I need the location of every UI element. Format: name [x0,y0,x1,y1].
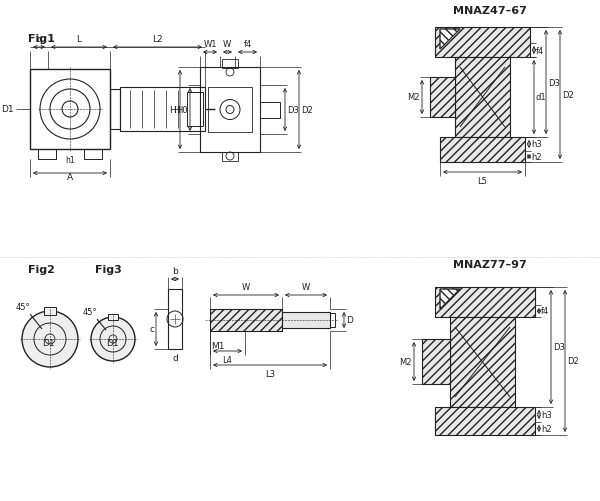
Bar [435,28,530,58]
Bar [450,317,515,407]
Bar [435,288,535,317]
Bar [84,150,102,160]
Bar [222,60,238,69]
Text: M2: M2 [407,93,420,102]
Bar [208,88,252,133]
Text: D3: D3 [548,78,560,87]
Text: H: H [173,106,180,115]
Circle shape [91,317,135,361]
Text: f4: f4 [536,47,544,56]
Text: D2: D2 [301,106,313,115]
Text: d: d [172,353,178,362]
Text: d1: d1 [536,93,547,102]
Bar [455,58,510,138]
Bar [210,310,282,331]
Bar [200,68,260,153]
Text: W: W [223,40,231,49]
Bar [260,102,280,118]
Bar [187,93,203,127]
Text: L4: L4 [223,355,232,364]
Bar [440,138,525,163]
Bar [110,90,120,130]
Text: Fig3: Fig3 [95,265,122,275]
Bar [430,78,455,118]
Polygon shape [440,290,460,310]
Bar [282,313,330,328]
Text: W1: W1 [203,40,217,49]
Bar [330,313,335,327]
Bar [44,308,56,315]
Text: M1: M1 [211,341,225,350]
Text: c: c [149,325,154,334]
Bar [450,317,515,407]
Text: L2: L2 [152,35,163,44]
Text: L5: L5 [478,177,487,186]
Text: f4: f4 [244,40,252,49]
Text: MNAZ47–67: MNAZ47–67 [453,6,527,16]
Bar [120,88,205,132]
Text: W: W [302,283,310,292]
Text: Fig1: Fig1 [28,34,55,44]
Text: D2: D2 [562,91,574,100]
Text: D1: D1 [41,339,55,348]
Bar [422,339,450,384]
Bar [435,407,535,435]
Bar [422,339,450,384]
Text: W: W [242,283,250,292]
Text: f4: f4 [541,307,549,316]
Text: D: D [346,316,353,325]
Bar [38,150,56,160]
Text: h3: h3 [531,140,542,149]
Circle shape [22,312,78,367]
Polygon shape [440,30,460,50]
Bar [168,290,182,349]
Text: M2: M2 [400,357,412,366]
Text: b: b [172,267,178,276]
Text: h2: h2 [541,424,551,433]
Text: 45°: 45° [83,308,98,316]
Bar [222,153,238,162]
Text: H: H [169,106,176,115]
Text: D2: D2 [567,357,579,366]
Text: Fig2: Fig2 [28,265,55,275]
Text: h1: h1 [65,156,75,165]
Bar [455,58,510,138]
Bar [430,78,455,118]
Bar [435,28,530,58]
Text: h3: h3 [541,410,552,419]
Bar [440,138,525,163]
Text: MNAZ77–97: MNAZ77–97 [453,260,527,270]
Text: D1: D1 [1,105,14,114]
Text: D3: D3 [553,343,565,352]
Bar [435,288,535,317]
Text: A: A [67,173,73,182]
Bar [108,314,118,320]
Text: q: q [36,35,42,44]
Text: D1: D1 [106,339,118,348]
Text: D3: D3 [287,106,299,115]
Text: 45°: 45° [16,303,31,312]
Text: H0: H0 [176,106,188,115]
Bar [30,70,110,150]
Text: L3: L3 [265,369,275,378]
Text: L: L [77,35,82,44]
Bar [210,310,282,331]
Bar [435,407,535,435]
Text: h2: h2 [531,153,542,162]
